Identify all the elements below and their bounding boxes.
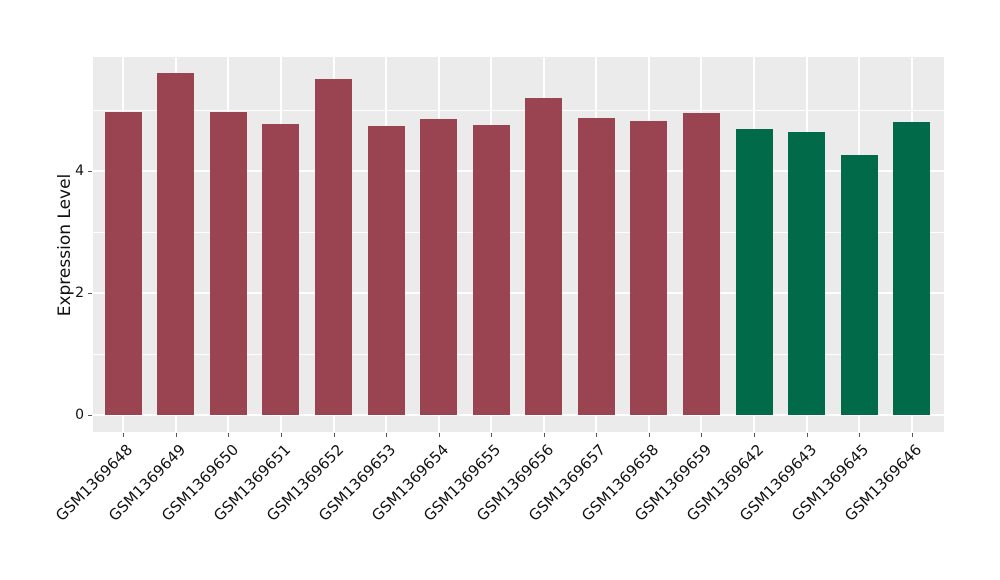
y-tick-mark xyxy=(88,293,92,294)
bar xyxy=(840,155,878,415)
y-tick-mark xyxy=(88,415,92,416)
y-tick-mark xyxy=(88,171,92,172)
bar xyxy=(893,122,931,415)
minor-gridline xyxy=(93,231,944,233)
x-tick-mark xyxy=(280,433,282,437)
x-tick-mark xyxy=(123,433,125,437)
y-tick-label: 0 xyxy=(75,407,84,423)
minor-gridline xyxy=(93,109,944,111)
x-tick-mark xyxy=(911,433,913,437)
x-tick-mark xyxy=(175,433,177,437)
x-tick-mark xyxy=(806,433,808,437)
plot-panel xyxy=(93,57,944,432)
bar xyxy=(682,113,720,415)
bar xyxy=(315,78,353,415)
x-tick-mark xyxy=(228,433,230,437)
x-tick-mark xyxy=(386,433,388,437)
bar xyxy=(577,117,615,415)
bar xyxy=(367,125,405,415)
bar xyxy=(262,124,300,415)
bar xyxy=(420,119,458,415)
bar xyxy=(104,111,142,415)
x-tick-mark xyxy=(333,433,335,437)
bar xyxy=(525,97,563,415)
x-tick-mark xyxy=(491,433,493,437)
major-gridline xyxy=(93,414,944,416)
bar xyxy=(472,125,510,415)
x-tick-mark xyxy=(754,433,756,437)
major-gridline xyxy=(93,170,944,172)
y-tick-label: 2 xyxy=(75,285,84,301)
bar xyxy=(157,72,195,415)
major-gridline xyxy=(93,292,944,294)
bar xyxy=(735,128,773,415)
bar xyxy=(788,131,826,415)
x-tick-mark xyxy=(438,433,440,437)
minor-gridline xyxy=(93,353,944,355)
x-tick-mark xyxy=(543,433,545,437)
y-tick-label: 4 xyxy=(75,163,84,179)
bar xyxy=(630,120,668,415)
y-axis-label: Expression Level xyxy=(55,173,75,317)
x-tick-mark xyxy=(701,433,703,437)
x-tick-mark xyxy=(596,433,598,437)
x-tick-mark xyxy=(648,433,650,437)
bar xyxy=(209,111,247,415)
x-tick-mark xyxy=(859,433,861,437)
